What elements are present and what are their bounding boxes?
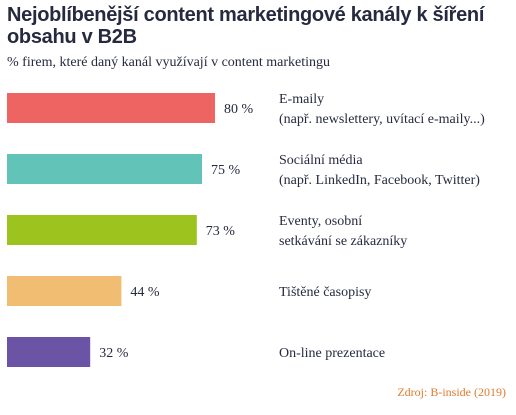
category-label-0-1: (např. newslettery, uvítací e-maily...) — [279, 112, 485, 127]
category-label-2-0: Eventy, osobní — [279, 214, 362, 229]
bar-2 — [7, 215, 197, 245]
value-label-3: 44 % — [130, 285, 160, 300]
bar-1 — [7, 154, 202, 184]
category-label-3-0: Tištěné časopisy — [279, 285, 371, 300]
category-label-2-1: setkávání se zákazníky — [279, 234, 407, 249]
category-label-4-0: On-line prezentace — [279, 346, 385, 361]
value-label-0: 80 % — [224, 102, 254, 117]
category-label-0-0: E-maily — [279, 92, 324, 107]
chart-title: Nejoblíbenější content marketingové kaná… — [7, 4, 485, 48]
category-label-1-0: Sociální média — [279, 153, 363, 168]
category-label-1-1: (např. LinkedIn, Facebook, Twitter) — [279, 173, 480, 188]
bar-4 — [7, 337, 91, 367]
source-note: Zdroj: B-inside (2019) — [397, 385, 506, 399]
value-label-1: 75 % — [211, 163, 241, 178]
value-label-4: 32 % — [99, 346, 129, 361]
chart-subtitle: % firem, které daný kanál využívají v co… — [7, 55, 331, 70]
bar-3 — [7, 276, 122, 306]
bar-0 — [7, 93, 215, 123]
value-label-2: 73 % — [206, 224, 236, 239]
